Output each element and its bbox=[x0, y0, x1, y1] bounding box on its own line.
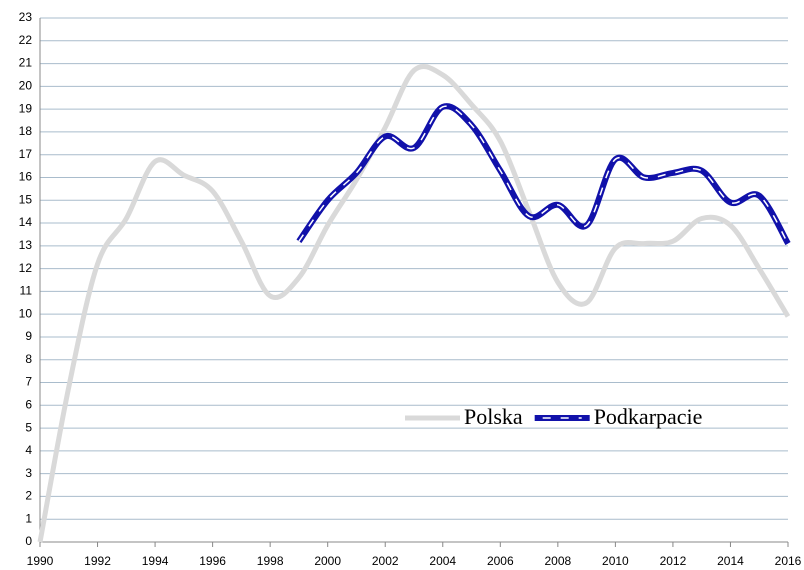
y-tick-label: 8 bbox=[25, 352, 32, 366]
y-tick-label: 23 bbox=[19, 10, 33, 24]
series-line bbox=[37, 64, 791, 543]
x-tick-label: 2014 bbox=[717, 554, 744, 568]
y-tick-label: 3 bbox=[25, 466, 32, 480]
y-tick-label: 2 bbox=[25, 489, 32, 503]
y-tick-label: 21 bbox=[19, 56, 33, 70]
y-tick-label: 12 bbox=[19, 261, 33, 275]
x-tick-label: 2000 bbox=[314, 554, 341, 568]
series-line-dash bbox=[298, 105, 789, 244]
y-tick-label: 19 bbox=[19, 101, 33, 115]
legend-label: Podkarpacie bbox=[594, 404, 703, 429]
y-tick-label: 5 bbox=[25, 420, 32, 434]
y-tick-label: 10 bbox=[19, 306, 33, 320]
y-tick-label: 6 bbox=[25, 397, 32, 411]
y-tick-label: 9 bbox=[25, 329, 32, 343]
y-tick-label: 0 bbox=[25, 534, 32, 548]
y-tick-label: 11 bbox=[20, 284, 33, 298]
x-tick-label: 2010 bbox=[602, 554, 629, 568]
y-tick-label: 7 bbox=[25, 375, 32, 389]
x-tick-label: 2004 bbox=[429, 554, 456, 568]
x-tick-label: 2012 bbox=[660, 554, 687, 568]
y-tick-label: 17 bbox=[19, 147, 33, 161]
y-tick-label: 1 bbox=[25, 511, 32, 525]
y-tick-label: 14 bbox=[19, 215, 33, 229]
x-tick-label: 2016 bbox=[775, 554, 802, 568]
y-tick-label: 22 bbox=[19, 33, 33, 47]
x-tick-label: 1998 bbox=[257, 554, 284, 568]
x-tick-label: 1996 bbox=[199, 554, 226, 568]
x-tick-label: 2002 bbox=[372, 554, 399, 568]
y-tick-label: 16 bbox=[19, 170, 33, 184]
y-tick-label: 13 bbox=[19, 238, 33, 252]
x-tick-label: 1990 bbox=[27, 554, 54, 568]
x-tick-label: 1992 bbox=[84, 554, 111, 568]
y-tick-label: 20 bbox=[19, 79, 33, 93]
legend-label: Polska bbox=[464, 404, 523, 429]
x-tick-label: 2006 bbox=[487, 554, 514, 568]
legend: Polska Podkarpacie bbox=[405, 404, 702, 429]
y-tick-label: 18 bbox=[19, 124, 33, 138]
x-tick-label: 1994 bbox=[142, 554, 169, 568]
y-tick-label: 15 bbox=[19, 192, 33, 206]
x-tick-label: 2008 bbox=[544, 554, 571, 568]
y-tick-label: 4 bbox=[25, 443, 32, 457]
